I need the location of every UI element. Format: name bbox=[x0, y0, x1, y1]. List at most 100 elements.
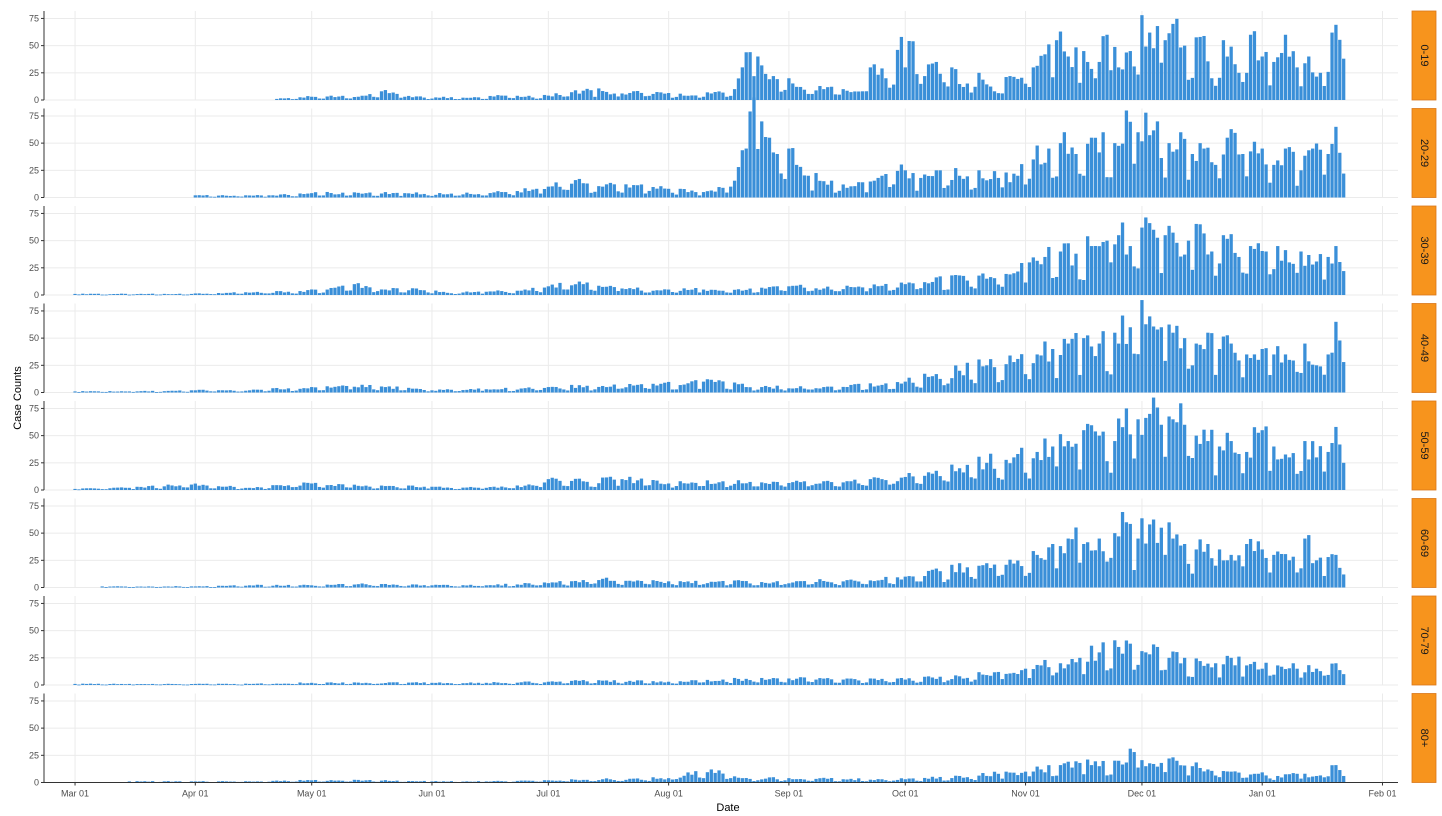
bar bbox=[864, 682, 869, 685]
bar bbox=[441, 584, 446, 588]
bars-80-plus bbox=[127, 748, 1346, 783]
bar bbox=[1291, 453, 1295, 490]
bar bbox=[608, 182, 613, 198]
y-tick-label: 0 bbox=[34, 485, 39, 495]
bar bbox=[1136, 664, 1140, 685]
bar bbox=[612, 680, 616, 685]
bar bbox=[915, 682, 919, 685]
bar bbox=[290, 586, 294, 588]
bar bbox=[1167, 33, 1171, 100]
bar bbox=[853, 580, 857, 588]
bar bbox=[903, 170, 907, 198]
bar bbox=[232, 683, 236, 685]
bar bbox=[162, 391, 166, 393]
bar bbox=[876, 680, 880, 685]
bar bbox=[740, 778, 744, 783]
bar bbox=[760, 582, 764, 588]
bar bbox=[337, 683, 341, 685]
bar bbox=[119, 487, 124, 490]
bar bbox=[178, 586, 182, 588]
bar bbox=[209, 391, 213, 393]
bar bbox=[915, 289, 919, 295]
bar bbox=[919, 781, 923, 783]
bar bbox=[705, 379, 710, 393]
bar bbox=[732, 289, 737, 295]
y-tick-label: 0 bbox=[34, 680, 39, 690]
bar bbox=[938, 676, 942, 685]
bar bbox=[1268, 374, 1272, 393]
bar bbox=[302, 683, 306, 685]
bar bbox=[1039, 164, 1043, 198]
bar bbox=[957, 775, 962, 783]
bar bbox=[767, 287, 772, 295]
bar bbox=[1287, 262, 1292, 296]
bar bbox=[1047, 44, 1051, 100]
bar bbox=[709, 581, 713, 588]
bar bbox=[511, 585, 516, 588]
bar bbox=[321, 195, 325, 198]
bar bbox=[954, 775, 958, 783]
bar bbox=[531, 485, 535, 490]
bar bbox=[344, 684, 349, 685]
bar bbox=[1279, 165, 1284, 198]
bar bbox=[1311, 364, 1315, 393]
bar bbox=[663, 682, 667, 685]
bar bbox=[1303, 538, 1307, 588]
bar bbox=[321, 487, 325, 490]
bar bbox=[77, 294, 81, 296]
bar bbox=[426, 488, 430, 490]
bar bbox=[387, 290, 391, 295]
bar bbox=[1190, 365, 1195, 393]
bar bbox=[926, 676, 931, 685]
bar bbox=[341, 385, 345, 393]
bar bbox=[845, 187, 849, 198]
bar bbox=[581, 481, 585, 490]
bar bbox=[1023, 668, 1028, 685]
bar bbox=[306, 780, 310, 783]
y-tick-label: 25 bbox=[29, 458, 39, 468]
y-tick-label: 0 bbox=[34, 388, 39, 398]
y-tick-label: 0 bbox=[34, 290, 39, 300]
bar bbox=[961, 678, 966, 685]
bar bbox=[178, 684, 182, 686]
y-tick-label: 75 bbox=[29, 696, 39, 706]
bar bbox=[1097, 435, 1101, 491]
bar bbox=[220, 195, 225, 198]
bar bbox=[1132, 163, 1136, 198]
bar bbox=[760, 65, 764, 100]
bar bbox=[403, 96, 407, 100]
bar bbox=[368, 780, 372, 783]
bar bbox=[170, 390, 174, 393]
bar bbox=[116, 391, 120, 393]
bar bbox=[1210, 251, 1214, 295]
bar bbox=[1070, 147, 1074, 198]
bar bbox=[1155, 542, 1160, 588]
bar bbox=[166, 390, 170, 393]
bar bbox=[1202, 233, 1206, 295]
bar bbox=[162, 586, 166, 588]
bar bbox=[1295, 371, 1299, 393]
bar bbox=[496, 389, 500, 393]
bar bbox=[127, 294, 131, 296]
bar bbox=[694, 482, 698, 490]
bar bbox=[860, 182, 865, 198]
bar bbox=[519, 96, 523, 100]
bar bbox=[1051, 544, 1055, 588]
bar bbox=[748, 680, 752, 685]
bar bbox=[1136, 767, 1140, 783]
bar bbox=[515, 584, 519, 588]
bar bbox=[1054, 40, 1059, 100]
bar bbox=[356, 387, 360, 393]
bar bbox=[1342, 173, 1346, 198]
bar bbox=[1322, 471, 1326, 490]
bar bbox=[783, 390, 787, 393]
bar bbox=[507, 586, 512, 588]
bar bbox=[1237, 256, 1241, 295]
bar bbox=[767, 777, 772, 783]
bar bbox=[1256, 669, 1260, 685]
bar bbox=[469, 97, 473, 100]
bar bbox=[1167, 758, 1171, 783]
bar bbox=[628, 580, 632, 588]
bar bbox=[348, 389, 353, 393]
bar bbox=[360, 193, 364, 198]
